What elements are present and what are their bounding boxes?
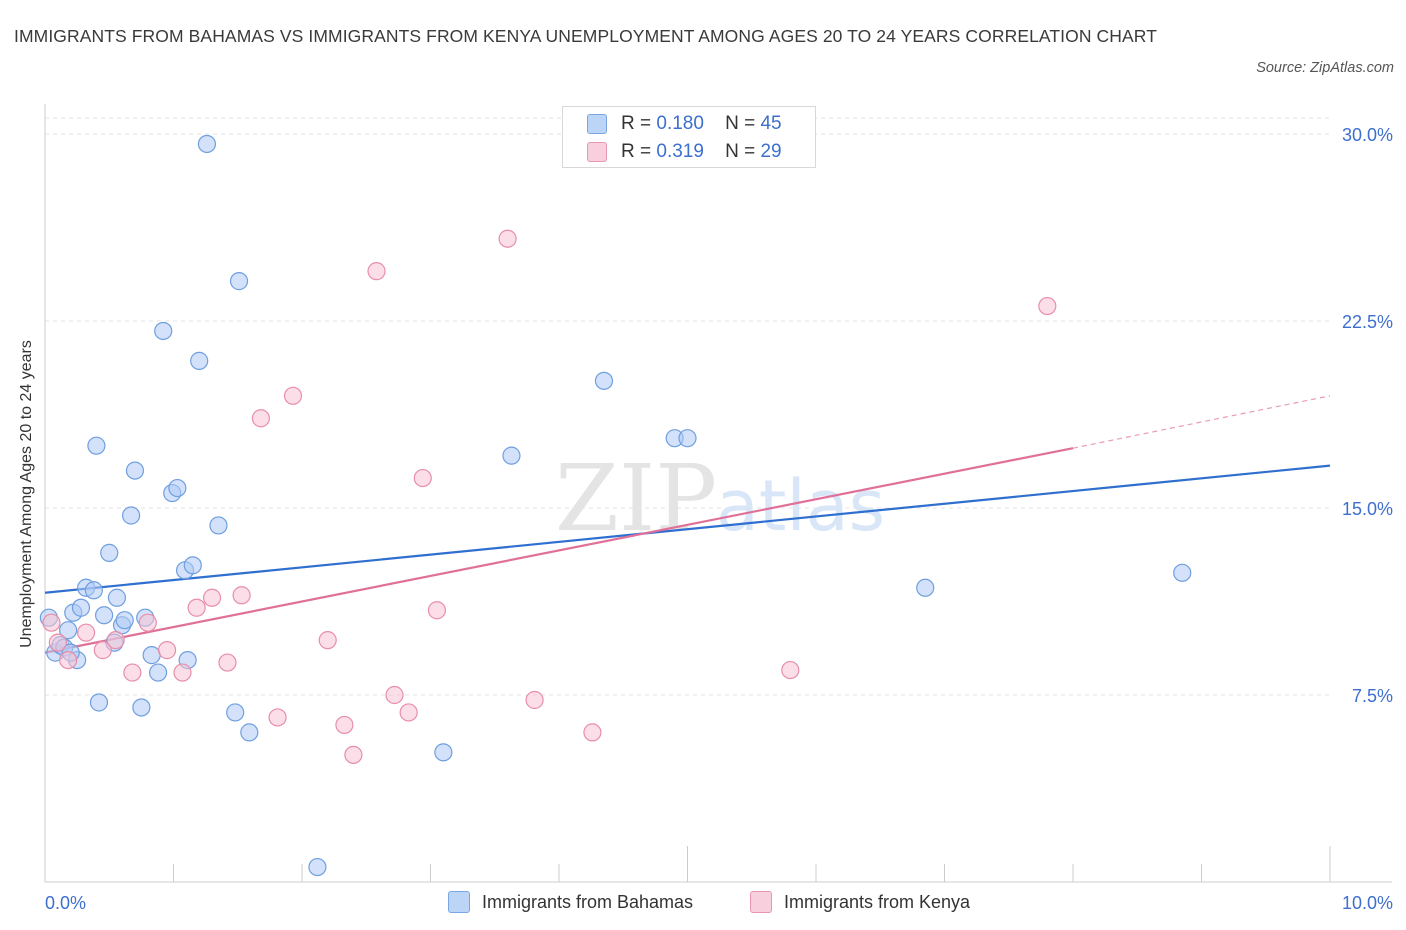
legend-n-value-kenya: 29	[760, 141, 782, 162]
axes	[44, 104, 1392, 883]
bahamas-point	[229, 272, 249, 291]
kenya-point	[123, 663, 142, 682]
legend-n-value-bahamas: 45	[760, 113, 782, 134]
bahamas-point	[916, 578, 935, 597]
kenya-point	[138, 613, 157, 632]
kenya-point	[1038, 296, 1057, 316]
tick-labels: 7.5% 15.0% 22.5% 30.0% 0.0% 10.0%	[45, 125, 1393, 913]
bahamas-point	[71, 598, 91, 617]
chart-title: IMMIGRANTS FROM BAHAMAS VS IMMIGRANTS FR…	[14, 26, 1158, 46]
bahamas-point	[502, 446, 521, 465]
kenya-point	[93, 641, 112, 660]
y-tick-label: 7.5%	[1352, 686, 1393, 706]
bahamas-point	[183, 556, 202, 575]
trend-lines	[44, 395, 1331, 654]
kenya-point	[427, 601, 447, 620]
kenya-point	[202, 588, 222, 607]
y-tick-label: 15.0%	[1342, 499, 1393, 519]
bahamas-point	[240, 723, 259, 742]
data-points	[39, 134, 1192, 877]
bahamas-point	[115, 611, 134, 630]
bahamas-point	[89, 693, 109, 712]
bahamas-point	[197, 134, 217, 154]
series-legend-kenya: Immigrants from Kenya	[750, 888, 1010, 916]
legend-r-label: R =	[621, 113, 652, 134]
bahamas-point	[107, 588, 127, 607]
legend-r-label: R =	[621, 141, 652, 162]
kenya-point	[157, 641, 177, 660]
x-tick-label: 10.0%	[1342, 893, 1393, 913]
kenya-point	[344, 745, 363, 764]
bahamas-point	[226, 703, 245, 722]
kenya-point	[268, 708, 287, 727]
bahamas-point	[209, 516, 228, 535]
bahamas-point	[125, 461, 145, 480]
bahamas-point	[308, 857, 327, 877]
series-label-bahamas: Immigrants from Bahamas	[482, 892, 694, 912]
bahamas-point	[121, 506, 141, 525]
bahamas-point	[148, 663, 168, 682]
legend-r-value-kenya: 0.319	[656, 141, 704, 162]
kenya-point	[251, 409, 270, 428]
y-tick-label: 22.5%	[1342, 312, 1393, 332]
kenya-point	[59, 650, 78, 670]
kenya-point	[583, 723, 602, 742]
bahamas-point	[1173, 563, 1192, 582]
kenya-point	[173, 663, 192, 682]
legend-swatch-kenya	[587, 142, 607, 162]
kenya-trend-line	[44, 447, 1074, 654]
watermark: ZIP atlas	[555, 445, 885, 552]
bahamas-point	[154, 321, 173, 341]
kenya-point	[42, 613, 61, 632]
bahamas-point	[190, 351, 209, 370]
bahamas-point	[95, 606, 114, 625]
bahamas-trend-line	[44, 464, 1331, 594]
kenya-point	[335, 715, 354, 735]
bahamas-point	[132, 698, 151, 717]
kenya-point	[232, 586, 251, 605]
kenya-trend-extension	[1072, 395, 1331, 449]
kenya-point	[525, 690, 544, 710]
bahamas-point	[434, 743, 453, 762]
legend-swatch-bahamas	[587, 114, 607, 134]
bahamas-point	[142, 646, 161, 665]
bahamas-point	[59, 621, 78, 640]
kenya-point	[218, 653, 237, 672]
legend-n-label: N =	[725, 113, 756, 134]
bahamas-point	[594, 371, 614, 390]
kenya-point	[385, 685, 404, 705]
kenya-point	[399, 703, 418, 722]
y-tick-label: 30.0%	[1342, 125, 1393, 145]
watermark-atlas: atlas	[716, 465, 885, 547]
kenya-point	[187, 598, 206, 617]
source-label: Source: ZipAtlas.com	[1256, 60, 1394, 76]
kenya-point	[283, 386, 303, 405]
bahamas-point	[87, 436, 106, 455]
x-tick-label: 0.0%	[45, 893, 86, 913]
legend-r-value-bahamas: 0.180	[656, 113, 704, 134]
correlation-legend: R = 0.180 N = 45 R = 0.319 N = 29	[562, 106, 816, 168]
bahamas-point	[100, 543, 119, 562]
series-label-kenya: Immigrants from Kenya	[784, 892, 971, 912]
legend-n-label: N =	[725, 141, 756, 162]
kenya-point	[781, 660, 800, 680]
grid-lines	[45, 117, 1330, 696]
kenya-point	[318, 631, 337, 650]
kenya-point	[106, 631, 125, 650]
kenya-point	[498, 229, 517, 248]
kenya-point	[413, 468, 432, 488]
bahamas-point	[84, 581, 103, 600]
kenya-point	[367, 262, 386, 281]
series-swatch-bahamas	[448, 891, 470, 913]
kenya-point	[48, 633, 67, 652]
series-legend-bahamas: Immigrants from Bahamas	[448, 888, 738, 916]
bahamas-point	[168, 478, 187, 498]
kenya-point	[77, 623, 96, 642]
bahamas-point	[678, 429, 697, 448]
series-swatch-kenya	[750, 891, 772, 913]
